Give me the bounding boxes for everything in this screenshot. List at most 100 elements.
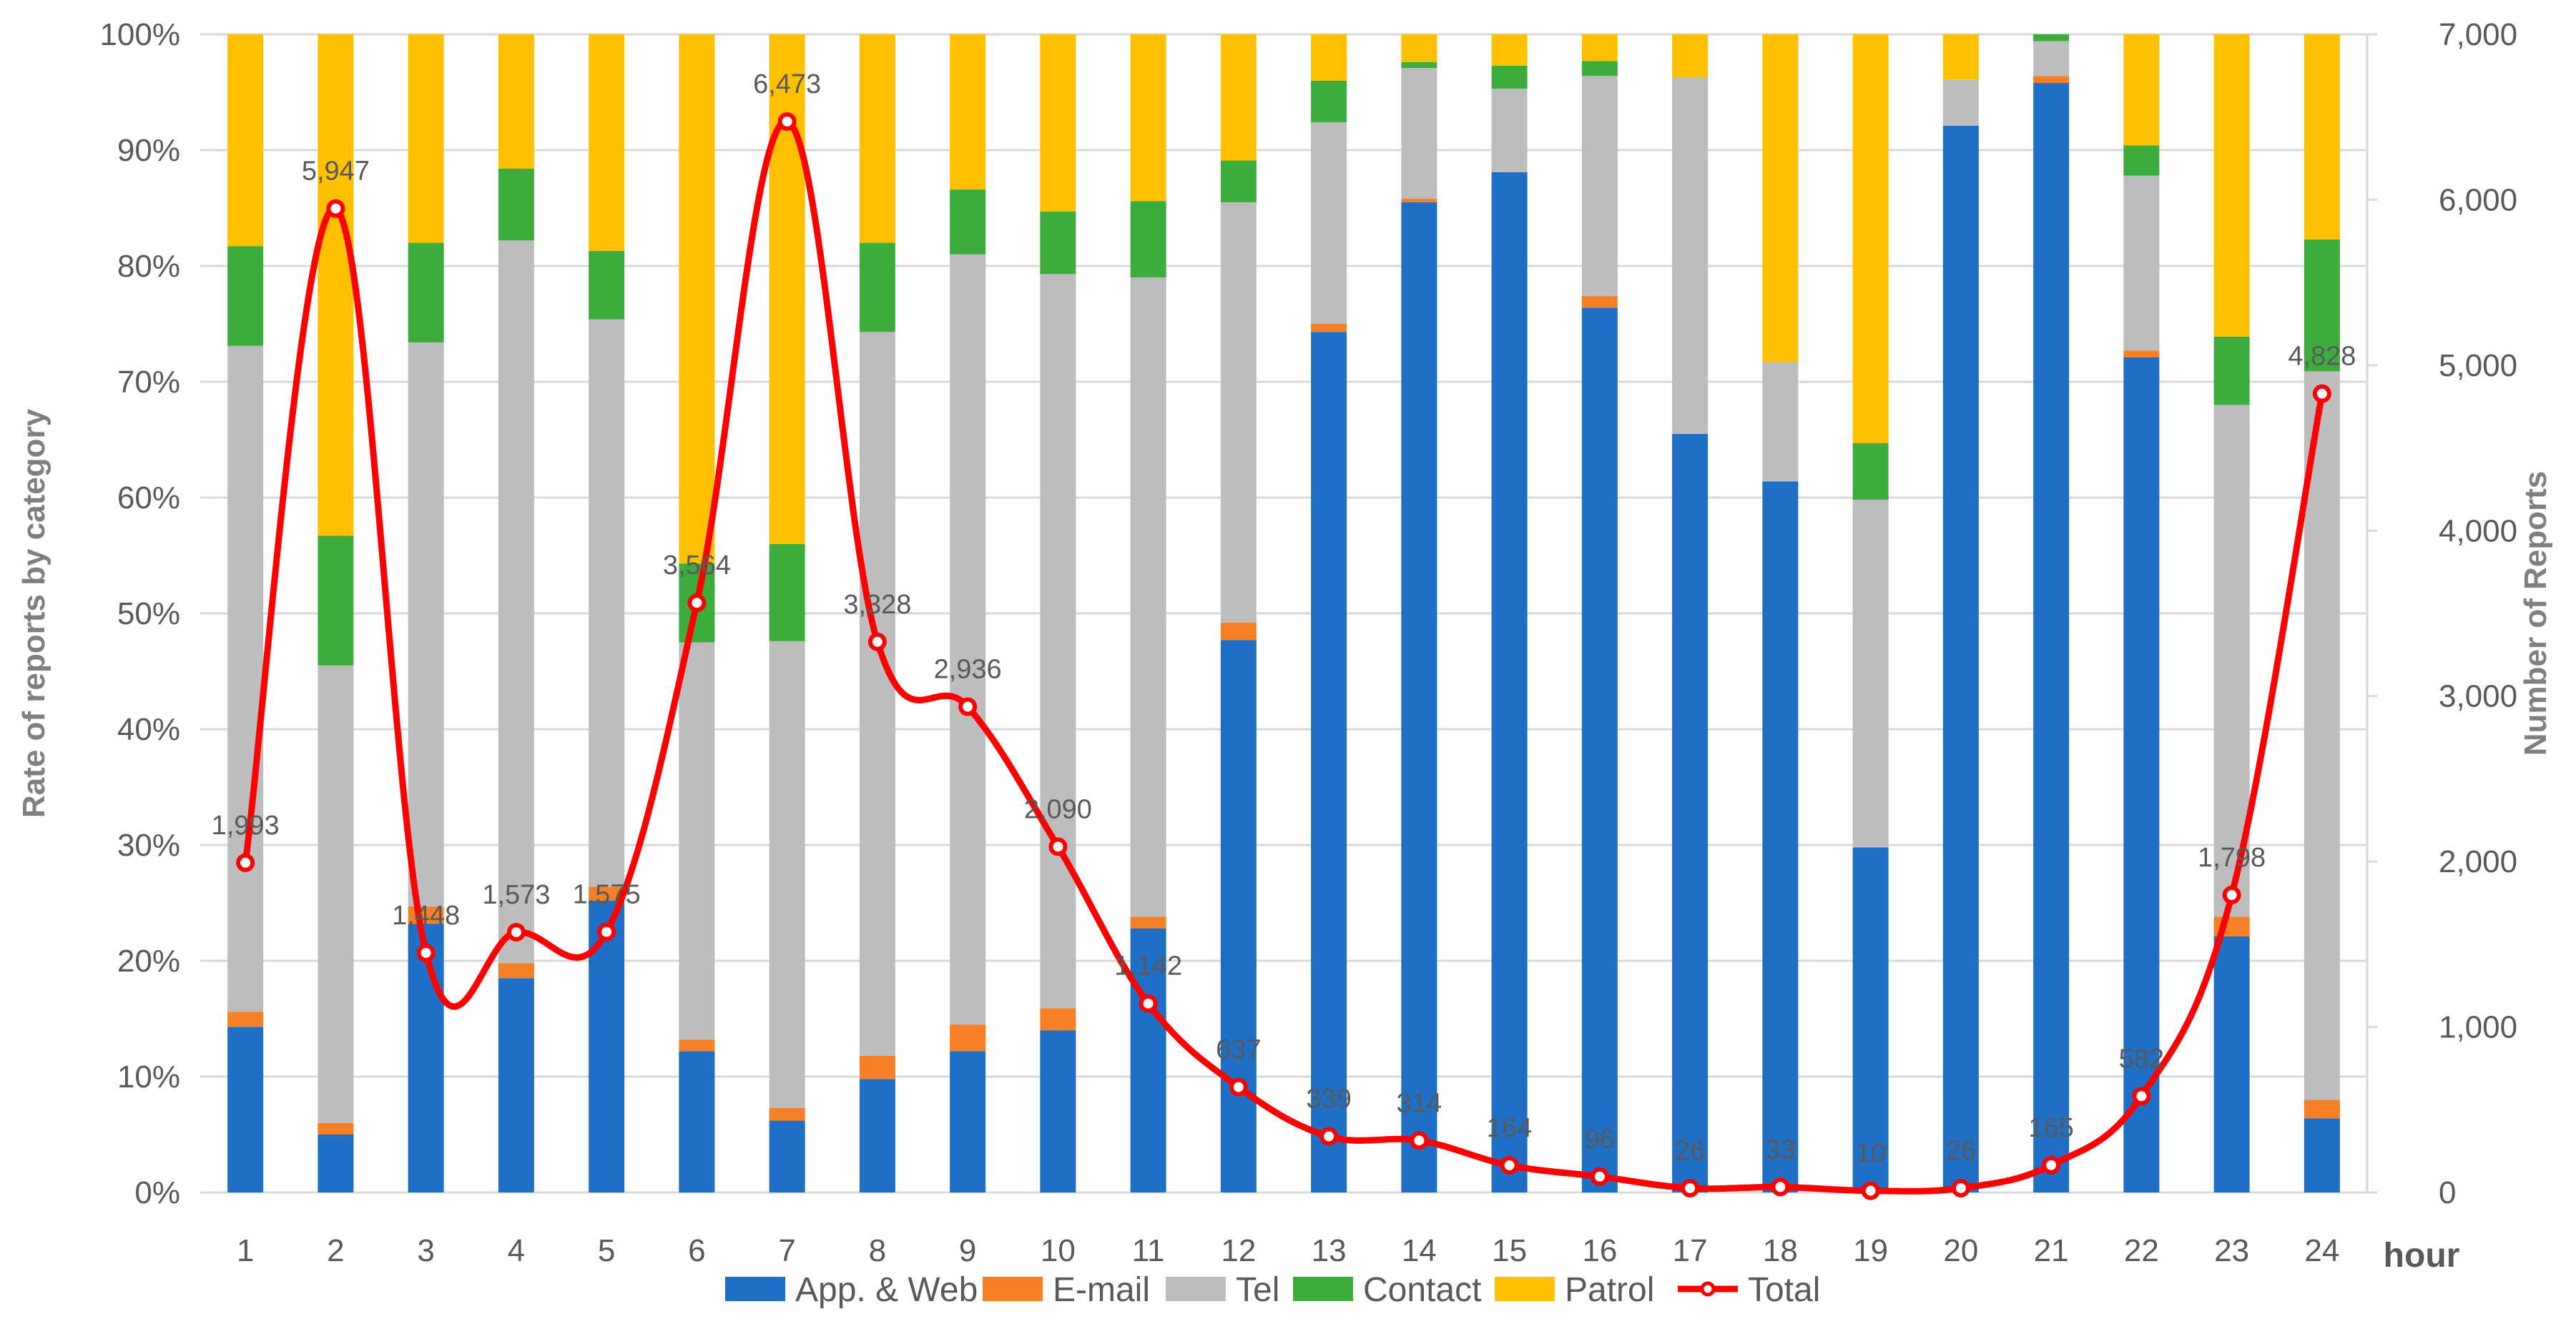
total-data-label: 2,090: [1024, 794, 1092, 824]
total-point: [1319, 1127, 1339, 1146]
total-data-label: 10: [1855, 1139, 1885, 1169]
bar-segment-patrol: [1401, 34, 1437, 62]
total-data-label: 165: [2028, 1113, 2073, 1143]
legend-item: E-mail: [983, 1271, 1150, 1309]
x-tick-label: 16: [1582, 1233, 1617, 1268]
x-tick-label: 24: [2304, 1233, 2339, 1268]
bar-segment-tel: [1672, 76, 1709, 434]
left-tick-label: 40%: [117, 712, 180, 747]
legend-item: Patrol: [1495, 1271, 1654, 1309]
bar-segment-e-mail: [1311, 324, 1347, 332]
legend-item: Total: [1678, 1271, 1820, 1309]
x-axis-title: hour: [2384, 1237, 2460, 1275]
total-series-line: [242, 118, 2326, 1195]
total-data-label: 5,947: [302, 157, 370, 187]
gridlines: [200, 33, 2367, 1194]
left-tick-label: 10%: [117, 1059, 180, 1095]
x-tick-label: 3: [417, 1233, 434, 1268]
legend-label: App. & Web: [795, 1271, 978, 1309]
bar-segment-e-mail: [2123, 350, 2160, 357]
x-tick-label: 1: [237, 1233, 254, 1268]
legend-label: Contact: [1363, 1271, 1481, 1309]
bar-segment-app-web: [1581, 307, 1618, 1192]
x-tick-label: 7: [778, 1233, 795, 1268]
x-tick-label: 17: [1673, 1233, 1708, 1268]
bar-segment-contact: [2123, 145, 2160, 176]
total-point: [1229, 1077, 1248, 1097]
bar-segment-app-web: [1220, 640, 1257, 1192]
bar-segment-patrol: [769, 34, 805, 544]
left-tick-label: 20%: [117, 944, 180, 979]
bar-segment-tel: [1311, 122, 1347, 324]
right-tick-label: 0: [2439, 1175, 2456, 1210]
bar-segment-contact: [859, 242, 895, 332]
bar-segment-tel: [227, 345, 264, 1012]
total-line: [236, 112, 2331, 1200]
total-data-label: 3,564: [663, 550, 731, 580]
bar-segment-e-mail: [2033, 76, 2070, 84]
legend-marker: [1700, 1281, 1716, 1297]
bar-segment-e-mail: [1130, 916, 1166, 929]
legend: App. & Web E-mail Tel Contact Patrol Total: [725, 1271, 1820, 1309]
legend-item: Contact: [1293, 1271, 1481, 1309]
bar-segment-e-mail: [498, 963, 534, 979]
bar-segment-tel: [1491, 89, 1528, 172]
bar-segment-contact: [1401, 61, 1437, 68]
total-data-label: 164: [1487, 1113, 1532, 1143]
bar-segment-e-mail: [1581, 296, 1618, 308]
bar-segment-patrol: [1040, 34, 1076, 212]
total-data-label: 1,798: [2198, 843, 2266, 873]
bar-segment-e-mail: [1040, 1008, 1076, 1031]
bar-segment-patrol: [227, 34, 264, 247]
x-tick-label: 14: [1402, 1233, 1437, 1268]
bar-segment-e-mail: [408, 906, 444, 924]
total-point: [1590, 1167, 1609, 1186]
total-data-label: 6,473: [753, 69, 821, 99]
bar-segment-app-web: [1130, 928, 1166, 1192]
legend-label: Total: [1748, 1271, 1820, 1309]
bar-segment-patrol: [1581, 34, 1618, 61]
bar-segment-patrol: [2123, 34, 2160, 146]
bar-segment-tel: [950, 254, 986, 1025]
legend-swatch: [1293, 1277, 1353, 1301]
x-tick-label: 18: [1763, 1233, 1798, 1268]
left-tick-label: 100%: [99, 17, 180, 52]
total-data-label: 1,575: [573, 880, 641, 910]
bar-segment-app-web: [1942, 125, 1979, 1193]
bar-segment-contact: [2304, 239, 2340, 372]
bar-segment-tel: [769, 641, 805, 1108]
bar-segment-e-mail: [2304, 1100, 2340, 1119]
total-data-label: 1,993: [212, 811, 280, 841]
total-data-label: 26: [1675, 1136, 1705, 1166]
x-tick-label: 21: [2034, 1233, 2069, 1268]
bar-segment-tel: [2123, 175, 2160, 351]
bar-segment-contact: [769, 543, 805, 641]
bar-segment-contact: [498, 168, 534, 241]
bar-segment-tel: [318, 665, 354, 1123]
x-tick-label: 12: [1221, 1233, 1256, 1268]
total-data-label: 3,328: [843, 590, 911, 620]
bar-segment-patrol: [1491, 34, 1528, 66]
right-tick-label: 4,000: [2439, 513, 2517, 548]
bar-segment-patrol: [589, 34, 625, 251]
x-tick-label: 19: [1853, 1233, 1888, 1268]
bar-segment-e-mail: [859, 1055, 895, 1079]
total-data-label: 1,142: [1114, 952, 1182, 982]
x-tick-label: 8: [869, 1233, 886, 1268]
legend-item: App. & Web: [725, 1271, 978, 1309]
x-tick-label: 5: [598, 1233, 615, 1268]
total-data-label: 314: [1397, 1088, 1442, 1118]
total-point: [1500, 1156, 1519, 1175]
bar-segment-tel: [1130, 277, 1166, 917]
bar-segment-contact: [2213, 336, 2250, 405]
right-tick-label: 5,000: [2439, 348, 2517, 383]
total-point: [777, 112, 797, 131]
left-tick-label: 70%: [117, 365, 180, 400]
left-tick-label: 90%: [117, 133, 180, 168]
bar-segment-tel: [408, 342, 444, 906]
bar-segment-contact: [1040, 211, 1076, 275]
total-point: [958, 697, 978, 716]
total-point: [416, 943, 436, 962]
